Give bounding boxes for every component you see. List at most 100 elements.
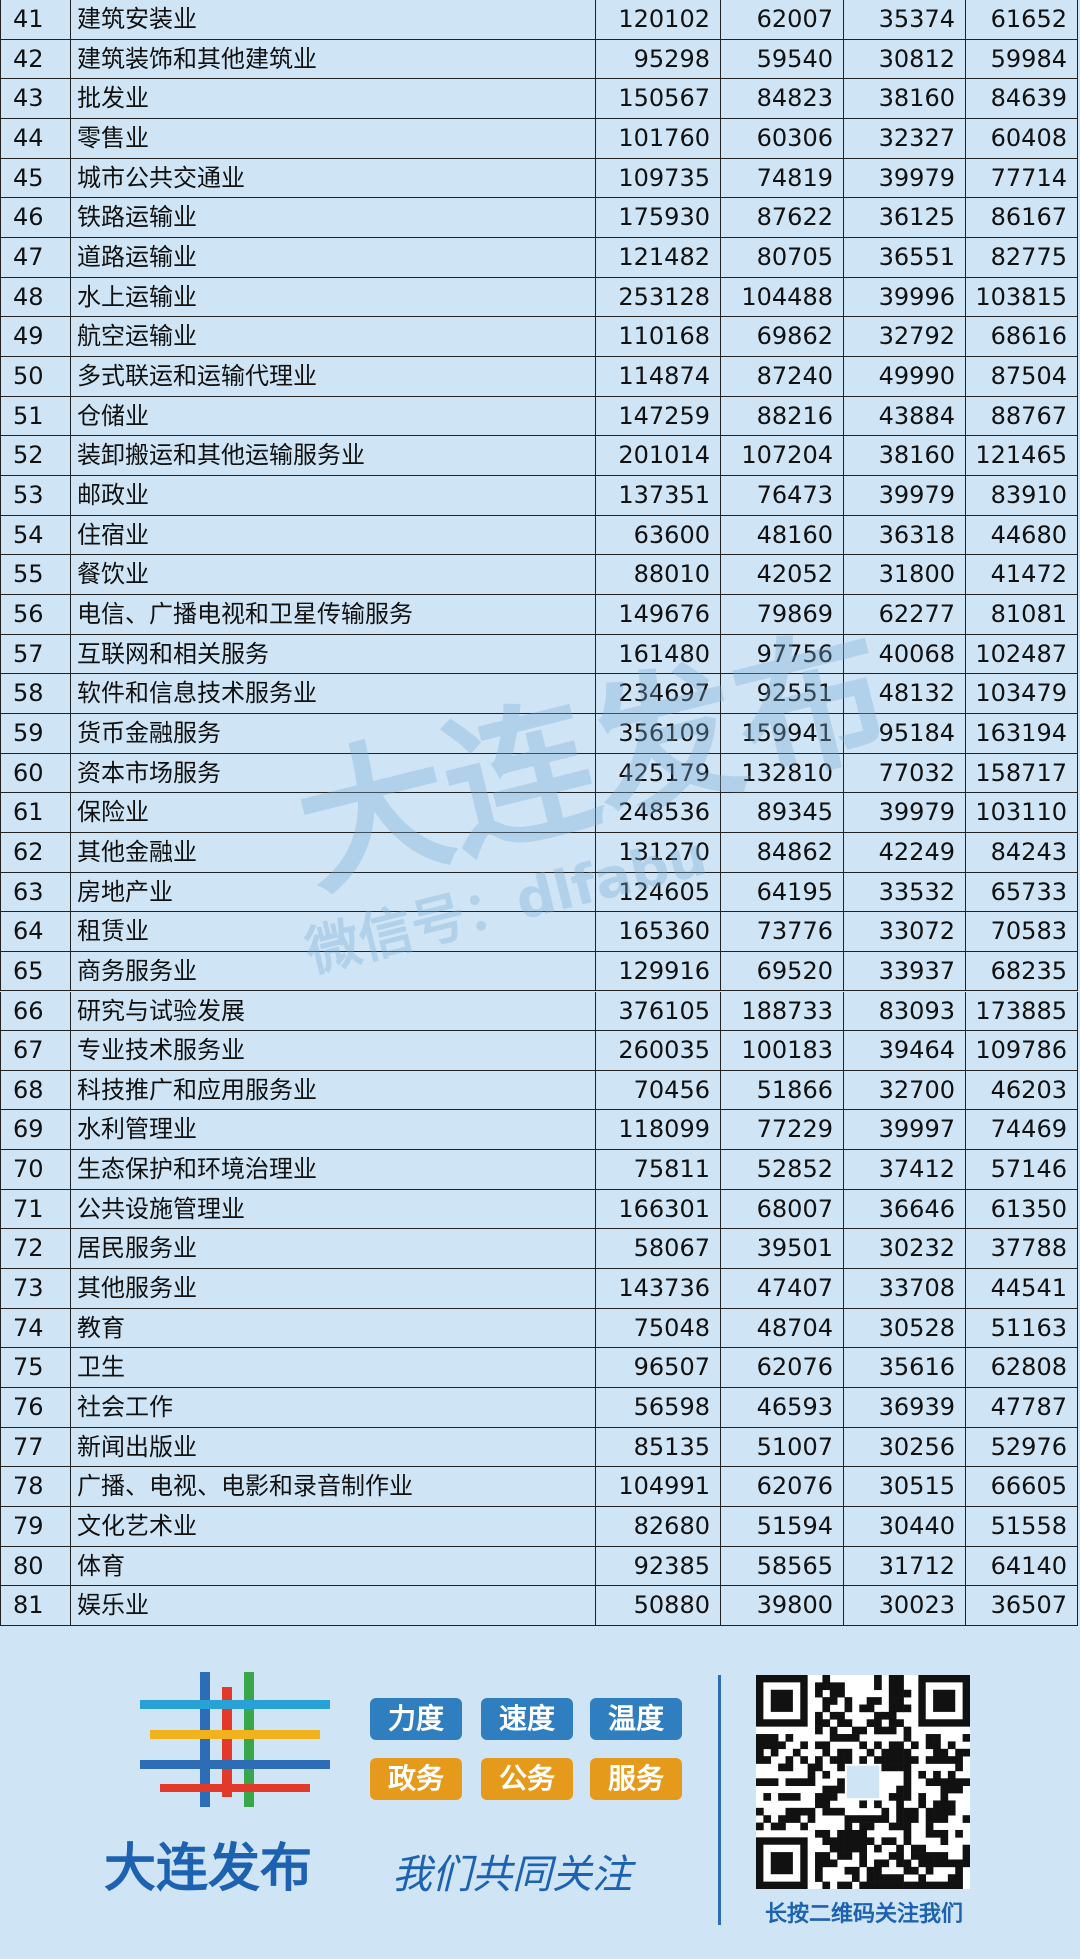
table-row: 76 社会工作 56598 46593 36939 47787 (0, 1388, 1078, 1428)
qr-module (866, 1866, 875, 1875)
qr-code[interactable] (756, 1675, 970, 1889)
number-cell: 80705 (721, 237, 844, 278)
qr-module (807, 1778, 816, 1786)
qr-module (903, 1866, 912, 1875)
text-cell: 建筑安装业 (71, 0, 596, 40)
text-cell: 47 (0, 237, 71, 278)
text-cell: 77 (0, 1427, 71, 1468)
qr-module (903, 1859, 912, 1868)
qr-module (829, 1807, 838, 1816)
number-cell: 65733 (966, 872, 1078, 913)
number-cell: 38160 (844, 436, 966, 476)
qr-module (785, 1793, 794, 1801)
qr-module (815, 1741, 823, 1750)
qr-module (896, 1822, 904, 1831)
qr-module (940, 1748, 949, 1757)
qr-module (947, 1807, 956, 1816)
qr-module (874, 1815, 882, 1823)
text-cell: 娱乐业 (71, 1586, 596, 1627)
qr-module (896, 1844, 904, 1853)
qr-module (896, 1675, 904, 1683)
qr-module (888, 1704, 897, 1713)
number-cell: 56598 (596, 1388, 721, 1428)
number-cell: 30528 (844, 1308, 966, 1349)
qr-module (910, 1815, 919, 1823)
qr-module (866, 1874, 875, 1882)
qr-module (829, 1837, 838, 1846)
qr-module (846, 1765, 880, 1799)
text-cell: 46 (0, 198, 71, 238)
table-row: 77 新闻出版业 85135 51007 30256 52976 (0, 1427, 1078, 1468)
qr-module (837, 1748, 845, 1757)
qr-module (940, 1778, 949, 1786)
text-cell: 社会工作 (71, 1388, 596, 1428)
number-cell: 84639 (966, 79, 1078, 119)
number-cell: 33937 (844, 951, 966, 992)
qr-module (837, 1881, 845, 1889)
qr-module (955, 1859, 963, 1868)
qr-module (955, 1866, 963, 1875)
qr-module (866, 1704, 875, 1713)
qr-module (918, 1874, 927, 1882)
number-cell: 44680 (966, 515, 1078, 556)
qr-module (822, 1800, 831, 1809)
slogan: 我们共同关注 (392, 1852, 632, 1898)
number-cell: 36551 (844, 237, 966, 278)
text-cell: 78 (0, 1467, 71, 1508)
table-row: 75 卫生 96507 62076 35616 62808 (0, 1348, 1078, 1389)
number-cell: 39464 (844, 1031, 966, 1071)
text-cell: 道路运输业 (71, 237, 596, 278)
qr-module (859, 1837, 867, 1846)
qr-module (851, 1866, 860, 1875)
qr-module (807, 1815, 816, 1823)
text-cell: 69 (0, 1110, 71, 1151)
qr-module (955, 1881, 963, 1889)
qr-module (837, 1852, 845, 1860)
number-cell: 36125 (844, 198, 966, 238)
qr-module (815, 1756, 823, 1764)
qr-module (881, 1881, 890, 1889)
qr-module (896, 1719, 904, 1727)
qr-module (933, 1800, 941, 1809)
qr-module (815, 1719, 823, 1727)
text-cell: 电信、广播电视和卫星传输服务 (71, 594, 596, 635)
qr-module (881, 1859, 890, 1868)
table-row: 78 广播、电视、电影和录音制作业 104991 62076 30515 66605 (0, 1467, 1078, 1508)
number-cell: 59984 (966, 39, 1078, 80)
text-cell: 58 (0, 674, 71, 714)
qr-module (785, 1756, 794, 1764)
number-cell: 87240 (721, 356, 844, 397)
qr-module (933, 1829, 941, 1838)
text-cell: 62 (0, 832, 71, 873)
number-cell: 39501 (721, 1229, 844, 1270)
number-cell: 79869 (721, 594, 844, 635)
number-cell: 84243 (966, 832, 1078, 873)
qr-module (859, 1741, 867, 1750)
qr-module (874, 1859, 882, 1868)
qr-module (881, 1756, 890, 1764)
text-cell: 43 (0, 79, 71, 119)
qr-module (933, 1778, 941, 1786)
qr-module (896, 1756, 904, 1764)
text-cell: 79 (0, 1507, 71, 1547)
qr-module (903, 1815, 912, 1823)
qr-module (955, 1829, 963, 1838)
text-cell: 住宿业 (71, 515, 596, 556)
number-cell: 42052 (721, 555, 844, 595)
number-cell: 33532 (844, 872, 966, 913)
qr-module (888, 1881, 897, 1889)
qr-module (888, 1874, 897, 1882)
table-row: 50 多式联运和运输代理业 114874 87240 49990 87504 (0, 356, 1078, 397)
text-cell: 航空运输业 (71, 317, 596, 357)
table-row: 65 商务服务业 129916 69520 33937 68235 (0, 951, 1078, 992)
qr-module (844, 1844, 853, 1853)
qr-module (874, 1756, 882, 1764)
number-cell: 88010 (596, 555, 721, 595)
number-cell: 87504 (966, 356, 1078, 397)
text-cell: 51 (0, 396, 71, 437)
qr-module (815, 1874, 823, 1882)
qr-module (874, 1874, 882, 1882)
qr-module (815, 1859, 823, 1868)
number-cell: 102487 (966, 634, 1078, 675)
